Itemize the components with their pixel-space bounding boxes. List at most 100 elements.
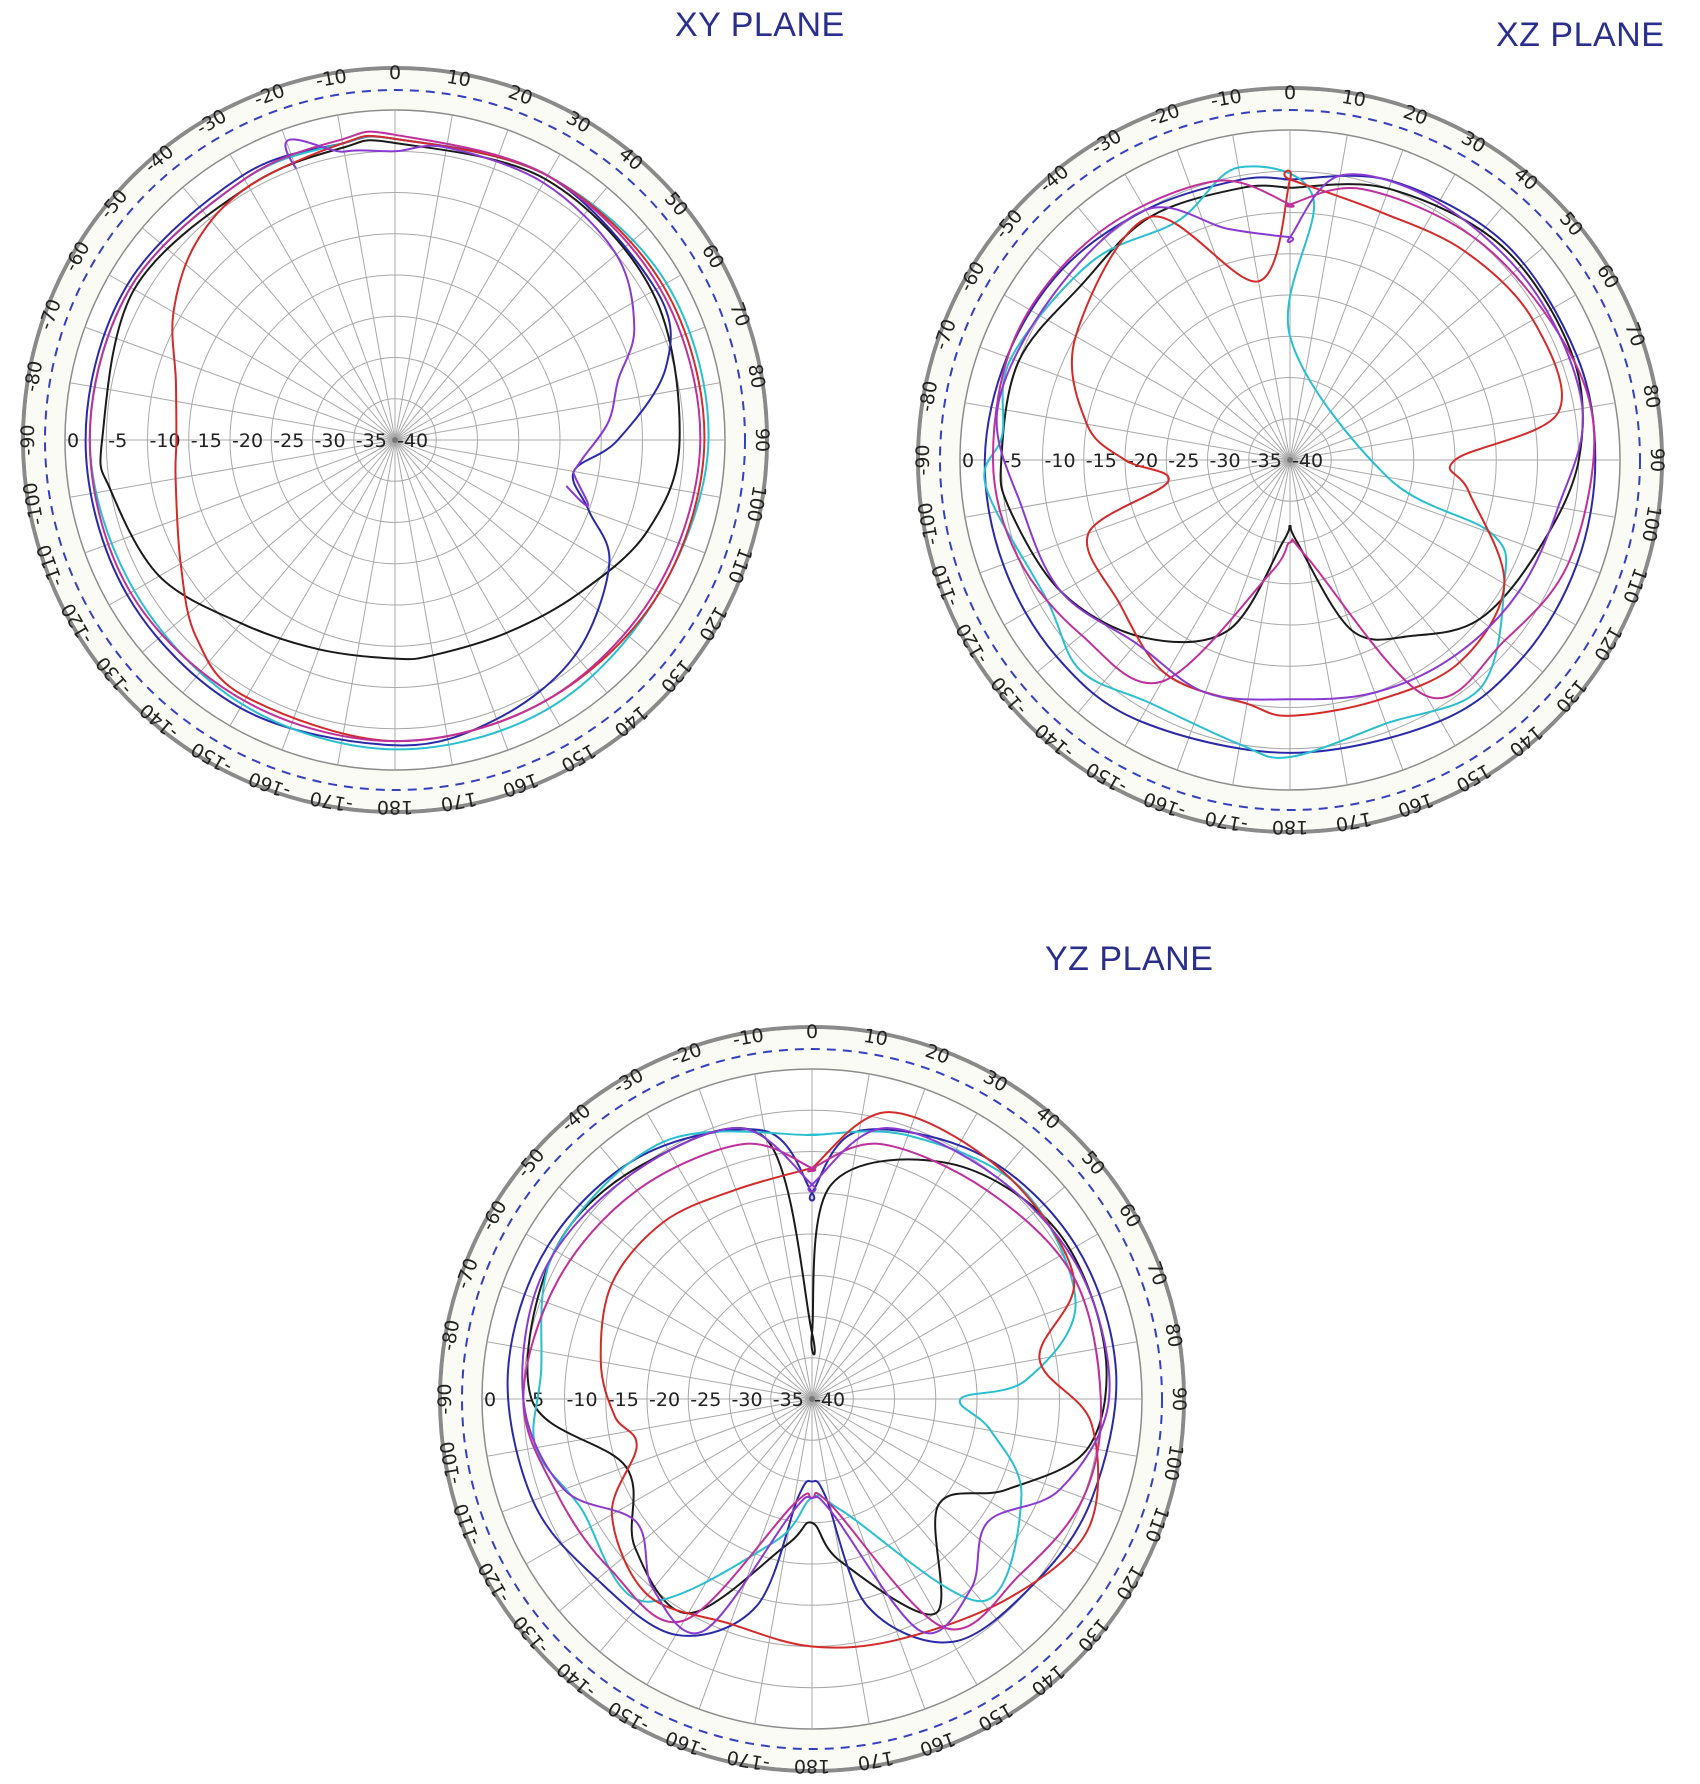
grid-spoke (646, 1112, 813, 1400)
grid-spoke (1232, 134, 1291, 461)
grid-spoke (501, 1285, 813, 1400)
grid-spoke (281, 129, 396, 441)
radial-tick-label: -25 (273, 430, 304, 452)
grid-spoke (1289, 459, 1404, 771)
grid-spoke (394, 439, 453, 766)
radial-tick-label: -30 (315, 430, 346, 452)
radial-tick-label: -40 (397, 430, 428, 452)
radial-tick-label: -20 (649, 1389, 680, 1411)
radial-tick-label: -30 (732, 1389, 763, 1411)
grid-spoke (141, 227, 396, 441)
grid-spoke (1289, 459, 1601, 574)
radial-tick-label: -20 (1127, 450, 1158, 472)
series-line-1 (526, 1127, 1108, 1616)
grid-spoke (811, 1233, 1099, 1400)
angle-tick-label: 10 (445, 66, 473, 92)
grid-spoke (1003, 459, 1291, 626)
grid-spoke (394, 439, 721, 498)
series-line-2 (506, 1128, 1118, 1644)
angle-tick-label: -80 (437, 1318, 464, 1352)
series-line-6 (521, 1127, 1111, 1635)
grid-spoke (754, 1073, 813, 1400)
series-line-6 (284, 138, 636, 507)
grid-spoke (979, 346, 1291, 461)
angle-tick-label: 80 (1638, 382, 1664, 410)
grid-spoke (1289, 459, 1577, 626)
xz-plane-title: XZ PLANE (1496, 16, 1665, 54)
angle-tick-label: 90 (1646, 448, 1668, 472)
radial-tick-label: -40 (814, 1389, 845, 1411)
angle-tick-label: 180 (1272, 816, 1308, 838)
grid-spoke (811, 1186, 1066, 1400)
grid-spoke (394, 114, 453, 441)
grid-spoke (1289, 173, 1456, 461)
polar-chart-1: 0 102030405060708090100110120130140150160… (17, 62, 773, 818)
outer-ring (916, 86, 1664, 834)
grid-spoke (525, 1233, 813, 1400)
angle-tick-label: -10 (1209, 85, 1243, 112)
radial-tick-label: 0 (962, 450, 974, 472)
grid-spoke (1176, 149, 1291, 461)
radial-tick-label: 0 (67, 430, 79, 452)
radial-tick-label: -5 (108, 430, 127, 452)
grid-spoke (811, 1398, 1123, 1513)
grid-spoke (754, 1398, 813, 1725)
grid-spoke (599, 1145, 813, 1400)
radial-tick-label: -5 (1003, 450, 1022, 472)
grid-spoke (811, 1398, 1099, 1565)
grid-spoke (394, 129, 509, 441)
grid-spoke (229, 153, 396, 441)
reference-dashed-circle (461, 1048, 1163, 1750)
center-point (809, 1396, 815, 1402)
grid-spoke (501, 1398, 813, 1513)
series-line-3 (983, 165, 1508, 759)
grid-spoke (811, 1112, 978, 1400)
grid-spoke (394, 326, 706, 441)
grid-spoke (84, 326, 396, 441)
grid-spoke (1124, 173, 1291, 461)
angle-tick-label: -80 (20, 359, 47, 393)
grid-spoke (84, 439, 396, 554)
radial-tick-label: -35 (1251, 450, 1282, 472)
grid-spoke (394, 439, 682, 606)
grid-spoke (69, 439, 396, 498)
grid-spoke (1289, 459, 1503, 714)
grid-spoke (1289, 247, 1544, 461)
grid-spoke (1289, 459, 1456, 747)
angle-tick-label: -90 (17, 424, 39, 455)
grid-spoke (108, 274, 396, 441)
grid-spoke (964, 459, 1291, 518)
grid-spoke (1003, 294, 1291, 461)
grid-spoke (811, 1145, 1025, 1400)
grid-spoke (811, 1398, 978, 1686)
radial-tick-label: -35 (356, 430, 387, 452)
grid-spoke (811, 1398, 1138, 1457)
grid-spoke (1289, 459, 1616, 518)
angle-tick-label: 90 (751, 428, 773, 452)
radial-tick-label: -10 (150, 430, 181, 452)
series-line-2 (983, 174, 1597, 754)
grid-spoke (698, 1088, 813, 1400)
grid-spoke (558, 1398, 813, 1612)
series-line-1 (999, 183, 1584, 644)
polar-chart-3: 0 102030405060708090100110120130140150160… (434, 1021, 1190, 1777)
center-point (1287, 457, 1293, 463)
outer-ring (21, 66, 769, 814)
grid-spoke (394, 439, 649, 653)
grid-spoke (525, 1398, 813, 1565)
grid-spoke (229, 439, 396, 727)
grid-spoke (69, 382, 396, 441)
grid-spoke (394, 439, 509, 751)
angle-tick-label: -90 (912, 444, 934, 475)
radial-tick-label: -25 (1168, 450, 1199, 472)
radial-tick-label: -20 (232, 430, 263, 452)
grid-spoke (108, 439, 396, 606)
angle-tick-label: 0 (1284, 82, 1296, 104)
angle-tick-label: 0 (806, 1021, 818, 1043)
series-line-4 (171, 134, 706, 743)
grid-spoke (182, 439, 396, 694)
grid-spoke (1289, 206, 1503, 461)
grid-spoke (1289, 346, 1601, 461)
yz-plane-title: YZ PLANE (1045, 940, 1214, 978)
